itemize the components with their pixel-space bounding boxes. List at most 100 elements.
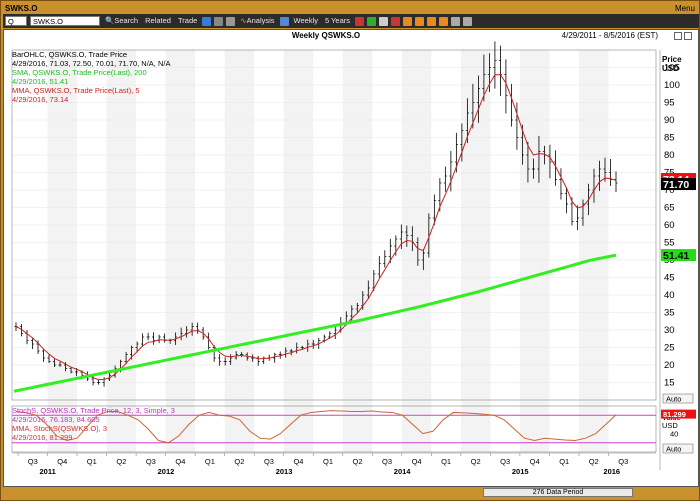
price-tick-label: 85 [664,133,675,144]
quarter-shade [578,50,609,452]
undo-icon[interactable] [214,16,224,26]
menu-button[interactable]: Menu [674,3,695,13]
draw-icon[interactable] [367,16,377,26]
quarter-shade [106,50,137,452]
price-tick-label: 105 [664,63,680,74]
symbol-type-select[interactable]: Q [5,16,27,26]
window-title: SWKS.O [5,3,38,13]
sma-line [13,253,617,393]
properties-icon[interactable] [463,16,473,26]
price-auto-button-bg [662,393,694,404]
x-quarter-label: Q1 [559,457,569,466]
price-tick-label: 80 [664,150,675,161]
x-quarter-label: Q3 [146,457,156,466]
stoch-auto-button: Auto [666,445,681,454]
price-tick-label: 70 [664,185,675,196]
legend-stoch-mma-title: MMA, StochS(QSWKS.O), 3 [12,424,108,433]
chart-type-icon[interactable] [355,16,365,26]
price-tick-label: 60 [664,220,675,231]
stoch-axis-unit: USD [662,421,678,430]
legend-sma-value: 4/29/2016, 51.41 [12,77,69,86]
quarter-shade [519,50,550,452]
date-range: 4/29/2011 - 8/5/2016 (EST) [561,31,658,40]
toolbar: Q SWKS.O 🔍Search Related Trade ∿Analysis… [3,14,699,28]
analysis-label: Analysis [246,16,275,25]
print-icon[interactable] [451,16,461,26]
quarter-shade [342,50,373,452]
mma-line [15,74,617,381]
folder-icon[interactable] [226,16,236,26]
data-period-scrollbar[interactable]: 276 Data Period [483,488,633,497]
x-quarter-label: Q2 [353,457,363,466]
price-tick-label: 75 [664,168,675,179]
panel-controls [674,32,692,40]
x-year-label: 2013 [276,467,293,476]
zoom-icon[interactable] [391,16,401,26]
scroll-right-icon[interactable] [415,16,425,26]
x-quarter-label: Q4 [530,457,540,466]
x-quarter-label: Q3 [382,457,392,466]
legend-main: BarOHLC, QSWKS.O, Trade Price 4/29/2016,… [12,50,170,104]
price-tick-label: 45 [664,273,675,284]
legend-bar-values: 4/29/2016, 71.03, 72.50, 70.01, 71.70, N… [12,59,171,68]
trade-menu[interactable]: Trade [177,16,198,25]
related-menu[interactable]: Related [145,16,171,25]
x-quarter-label: Q4 [412,457,422,466]
legend-stoch-mma-value: 4/29/2016, 81.299 [12,433,73,442]
grid-icon[interactable] [379,16,389,26]
price-tick-label: 100 [664,80,680,91]
price-tick-label: 95 [664,98,675,109]
quarter-shade [460,50,491,452]
interval-select[interactable]: Weekly [293,16,318,25]
collapse-icon[interactable] [439,16,449,26]
analysis-icon: ∿ [240,16,247,25]
x-year-label: 2012 [158,467,175,476]
legend-stoch: StochS, QSWKS.O, Trade Price, 12, 3, Sim… [12,406,175,442]
x-quarter-label: Q3 [500,457,510,466]
price-tick-label: 40 [664,290,675,301]
x-quarter-label: Q1 [205,457,215,466]
price-auto-button: Auto [666,395,681,404]
scroll-left-icon[interactable] [403,16,413,26]
analysis-menu[interactable]: ∿Analysis [238,15,276,27]
sma-badge: 51.41 [663,250,689,262]
price-tick-label: 20 [664,360,675,371]
quarter-shade [283,50,314,452]
refresh-icon[interactable] [202,16,212,26]
stoch-tick-label: 40 [670,430,678,439]
symbol-input[interactable]: SWKS.O [30,16,100,26]
legend-sma-title: SMA, QSWKS.O, Trade Price(Last), 200 [12,68,147,77]
x-quarter-label: Q4 [293,457,303,466]
price-chart[interactable]: 1520253035404550556065707580859095100105… [4,40,698,486]
range-select[interactable]: 5 Years [324,16,351,25]
search-button[interactable]: 🔍Search [103,15,140,27]
x-quarter-label: Q3 [28,457,38,466]
price-tick-label: 25 [664,343,675,354]
last-price-badge: 71.70 [663,179,689,191]
price-tick-label: 65 [664,203,675,214]
price-tick-label: 55 [664,238,675,249]
x-quarter-label: Q4 [175,457,185,466]
x-quarter-label: Q1 [441,457,451,466]
quarter-shade [47,50,78,452]
expand-icon[interactable] [427,16,437,26]
title-bar: SWKS.O Menu [3,2,699,14]
price-axis-title: Price [662,55,682,64]
legend-mma-title: MMA, QSWKS.O, Trade Price(Last), 5 [12,86,140,95]
stoch-line [15,410,617,444]
footer-bar: 276 Data Period [3,487,699,499]
x-quarter-label: Q4 [57,457,67,466]
search-icon: 🔍 [105,16,115,25]
minimize-icon[interactable] [674,32,682,40]
quarter-shade [224,50,255,452]
stoch-badge: 81.299 [663,410,686,419]
price-tick-label: 15 [664,378,675,389]
x-year-label: 2015 [512,467,529,476]
x-quarter-label: Q3 [264,457,274,466]
x-quarter-label: Q1 [323,457,333,466]
close-icon[interactable] [684,32,692,40]
x-year-label: 2011 [40,467,56,476]
studies-icon[interactable] [279,16,289,26]
x-quarter-label: Q3 [618,457,628,466]
